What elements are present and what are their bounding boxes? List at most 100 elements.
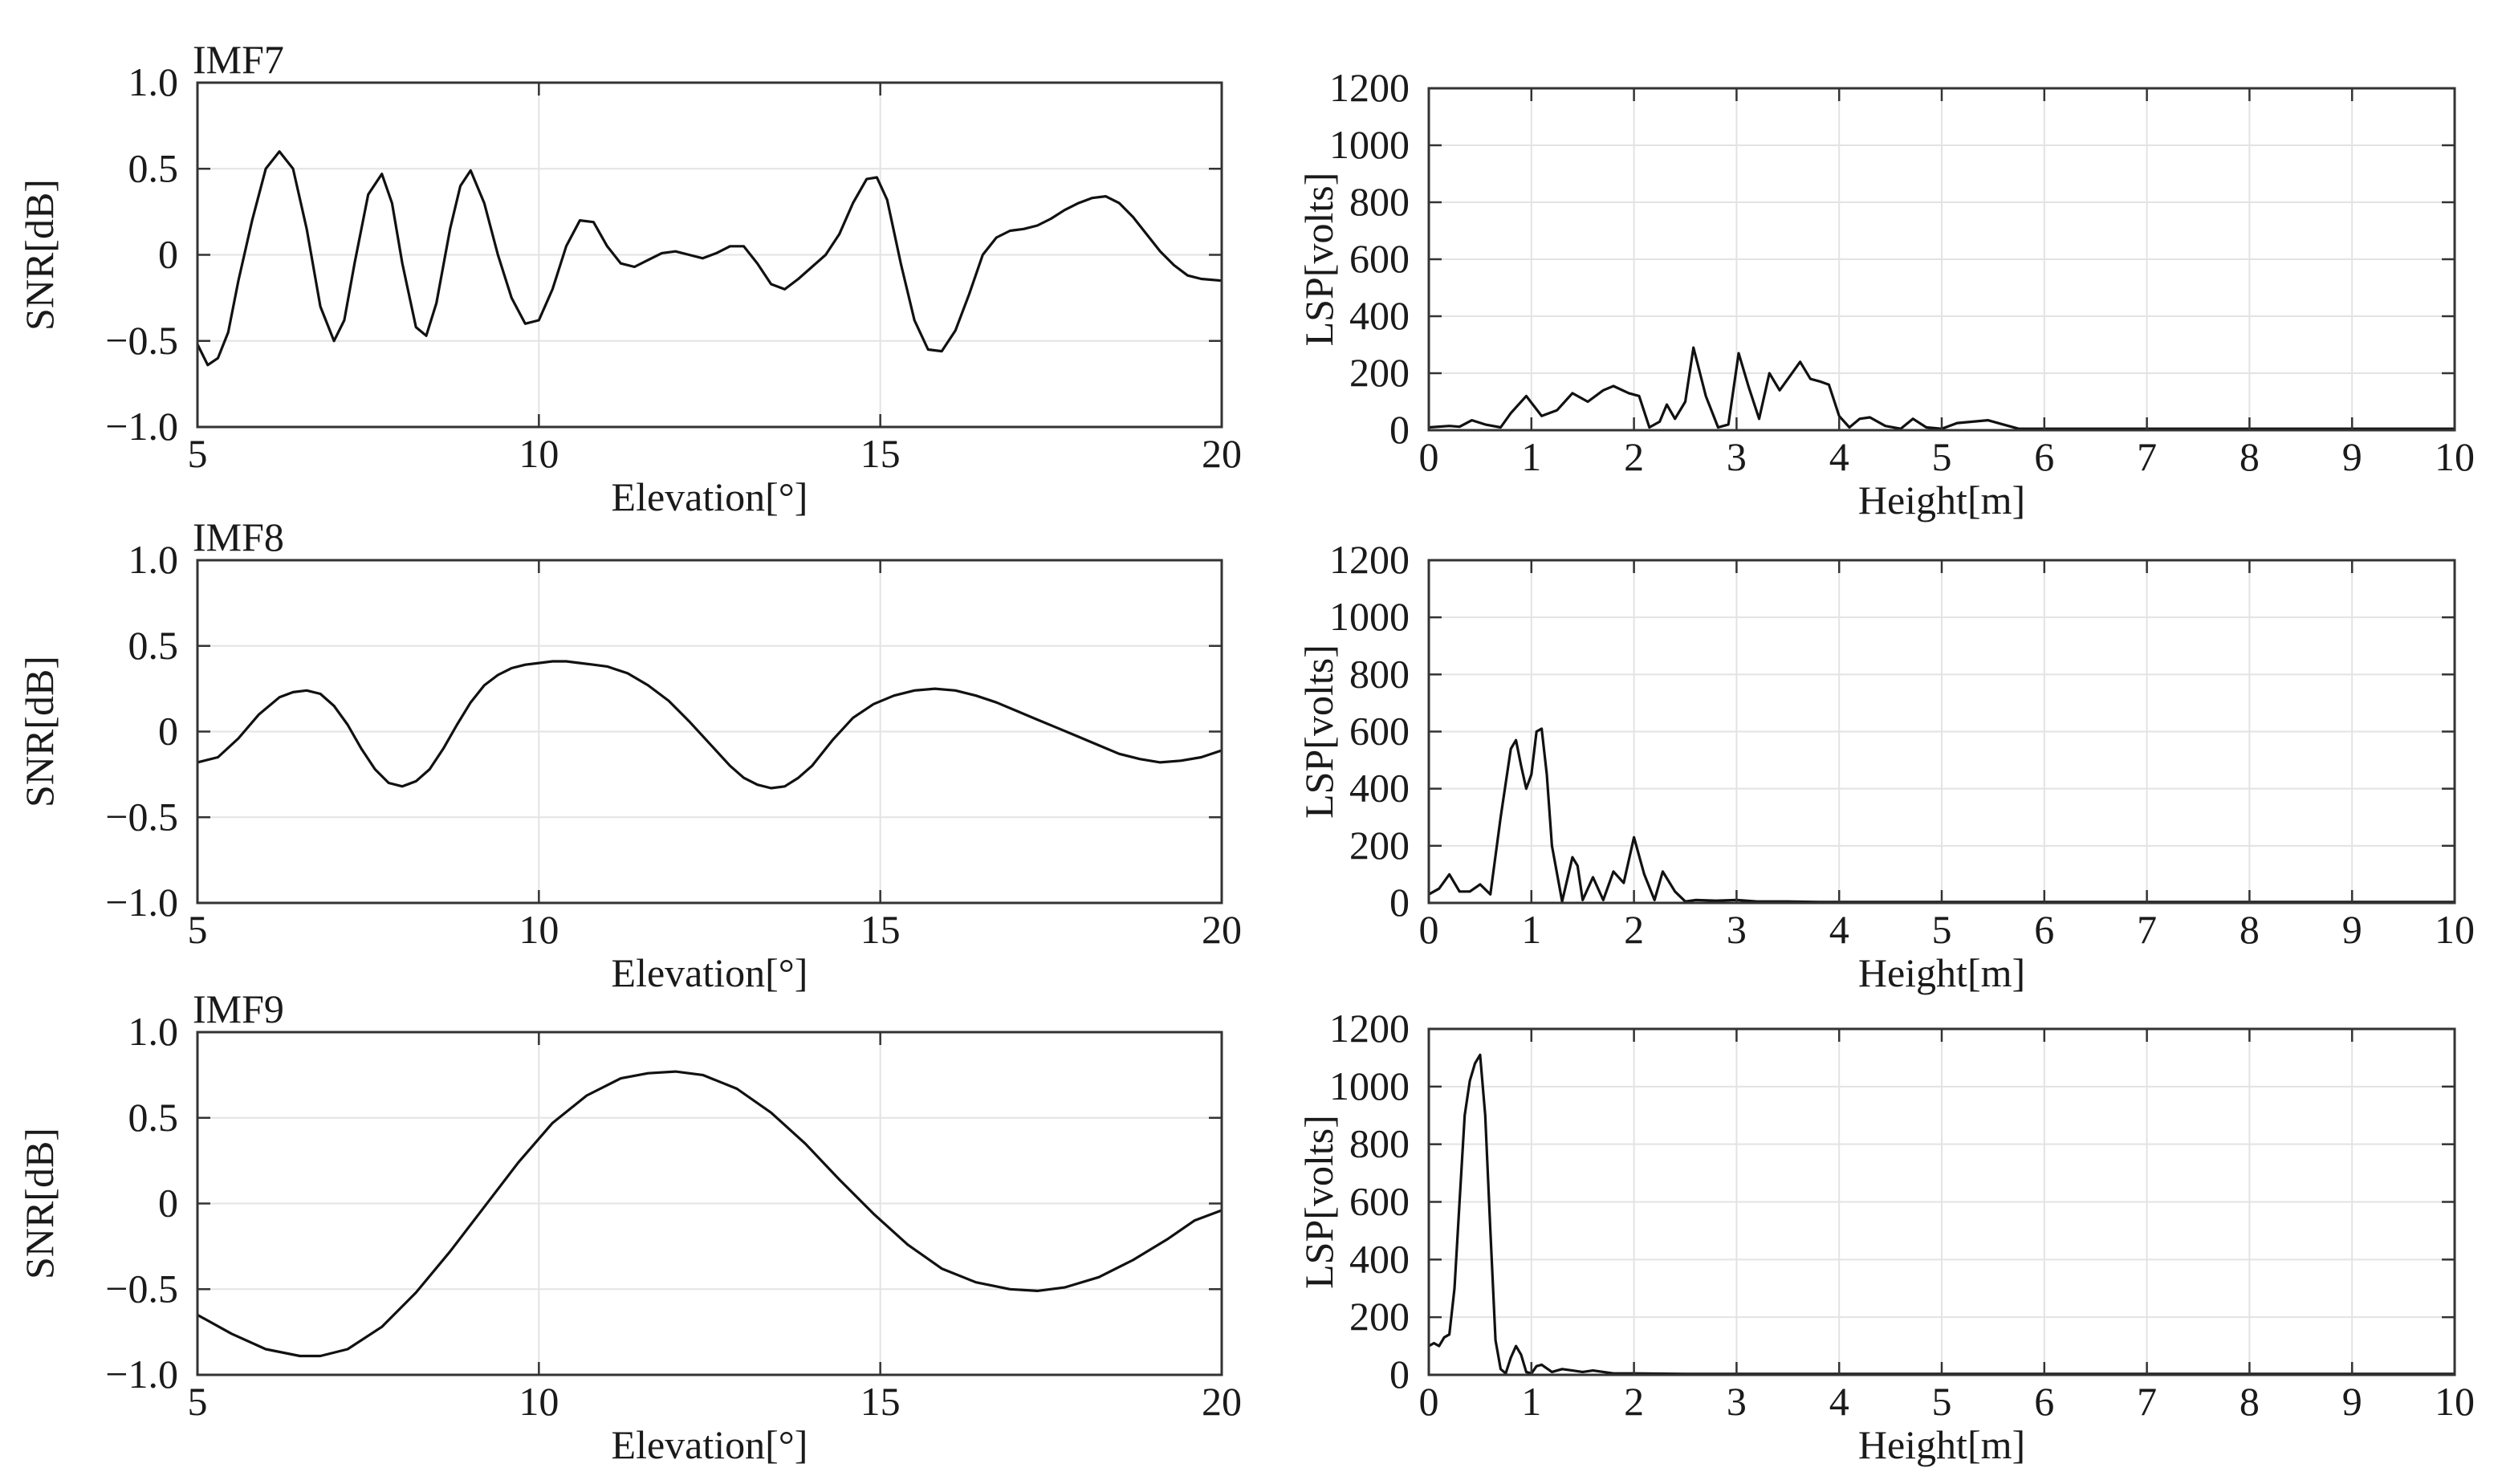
y-tick-label: 1200 — [1329, 65, 1410, 110]
y-tick-label: 400 — [1349, 293, 1410, 338]
chart-panel-1: 5 10 15 20 1.0 0.5 0 −0.5 −1.0 Elevation[°] SNR[dB… — [17, 37, 1242, 519]
x-tick-label: 20 — [1202, 907, 1242, 952]
x-tick-label: 5 — [188, 907, 208, 952]
y-axis-label: SNR[dB] — [17, 1128, 62, 1279]
y-tick-label: 200 — [1349, 823, 1410, 868]
x-tick-label: 6 — [2034, 434, 2054, 479]
x-tick-label: 2 — [1624, 434, 1644, 479]
y-tick-label: 1000 — [1329, 1063, 1410, 1108]
y-tick-label: −0.5 — [105, 1266, 178, 1311]
y-tick-label: 400 — [1349, 766, 1410, 811]
y-tick-label: −1.0 — [105, 880, 178, 925]
y-tick-label: 200 — [1349, 350, 1410, 395]
x-tick-label: 1 — [1521, 1379, 1541, 1424]
x-tick-label: 5 — [1932, 907, 1952, 952]
x-axis-label: Height[m] — [1858, 478, 2025, 522]
x-tick-label: 0 — [1419, 434, 1439, 479]
x-tick-label: 9 — [2342, 907, 2362, 952]
chart-panel-6: 0 1 2 3 4 5 6 7 8 9 10020040060080010001200Height[… — [1296, 1006, 2475, 1467]
x-tick-label: 0 — [1419, 907, 1439, 952]
x-tick-label: 3 — [1727, 907, 1747, 952]
y-tick-label: 1.0 — [128, 537, 179, 582]
chart-panel-2: 0 1 2 3 4 5 6 7 8 9 10020040060080010001200Height[… — [1296, 65, 2475, 522]
x-tick-label: 15 — [860, 431, 901, 476]
series-line-1 — [196, 150, 1223, 367]
y-tick-label: 1.0 — [128, 1009, 179, 1054]
y-tick-label: −0.5 — [105, 794, 178, 839]
y-tick-label: −1.0 — [105, 404, 178, 449]
x-tick-label: 10 — [2435, 907, 2475, 952]
y-axis-label: SNR[dB] — [17, 179, 62, 331]
x-tick-label: 6 — [2034, 1379, 2054, 1424]
x-tick-label: 3 — [1727, 1379, 1747, 1424]
y-tick-label: 0 — [1389, 880, 1410, 925]
x-tick-label: 2 — [1624, 907, 1644, 952]
chart-panel-5: 5 10 15 20 1.0 0.5 0 −0.5 −1.0 Elevation[°] SNR[dB… — [17, 986, 1242, 1467]
y-tick-label: 0 — [158, 709, 178, 754]
series-line-1 — [1428, 346, 2455, 430]
x-tick-label: 7 — [2137, 907, 2157, 952]
y-axis-label: LSP[volts] — [1296, 173, 1341, 347]
y-tick-label: 0.5 — [128, 145, 179, 190]
y-tick-label: −1.0 — [105, 1352, 178, 1397]
x-tick-label: 4 — [1829, 907, 1849, 952]
y-tick-label: 800 — [1349, 1121, 1410, 1166]
series-line-1 — [197, 660, 1223, 790]
y-tick-label: 0 — [1389, 407, 1410, 452]
x-tick-label: 9 — [2342, 1379, 2362, 1424]
x-tick-label: 4 — [1829, 1379, 1849, 1424]
x-tick-label: 10 — [2435, 1379, 2475, 1424]
x-tick-label: 10 — [2435, 434, 2475, 479]
x-axis-label: Elevation[°] — [612, 950, 808, 995]
x-tick-label: 8 — [2240, 434, 2260, 479]
y-tick-label: 0 — [1389, 1352, 1410, 1397]
y-tick-label: 0 — [158, 232, 178, 277]
series-line-1 — [197, 1070, 1223, 1358]
panel-title: IMF7 — [193, 37, 284, 82]
x-axis-label: Elevation[°] — [612, 474, 808, 519]
x-tick-label: 8 — [2240, 1379, 2260, 1424]
x-tick-label: 3 — [1727, 434, 1747, 479]
x-tick-label: 0 — [1419, 1379, 1439, 1424]
x-tick-label: 5 — [188, 1379, 208, 1424]
x-tick-label: 9 — [2342, 434, 2362, 479]
x-tick-label: 6 — [2034, 907, 2054, 952]
y-tick-label: 200 — [1349, 1294, 1410, 1339]
y-tick-label: 800 — [1349, 179, 1410, 224]
x-tick-label: 1 — [1521, 907, 1541, 952]
y-tick-label: 1200 — [1329, 1006, 1410, 1051]
x-tick-label: 20 — [1202, 431, 1242, 476]
y-tick-label: 1200 — [1329, 537, 1410, 582]
y-tick-label: 600 — [1349, 1179, 1410, 1224]
x-tick-label: 4 — [1829, 434, 1849, 479]
x-axis-label: Elevation[°] — [612, 1422, 808, 1467]
x-tick-label: 5 — [1932, 434, 1952, 479]
x-tick-label: 7 — [2137, 1379, 2157, 1424]
panel-title: IMF9 — [193, 986, 284, 1031]
y-tick-label: 600 — [1349, 709, 1410, 754]
y-tick-label: 400 — [1349, 1236, 1410, 1281]
y-tick-label: 600 — [1349, 236, 1410, 281]
x-tick-label: 1 — [1521, 434, 1541, 479]
y-axis-label: LSP[volts] — [1296, 1115, 1341, 1289]
x-tick-label: 15 — [860, 907, 901, 952]
x-tick-label: 15 — [860, 1379, 901, 1424]
y-tick-label: 800 — [1349, 651, 1410, 696]
x-tick-label: 10 — [519, 907, 559, 952]
y-axis-label: LSP[volts] — [1296, 644, 1341, 819]
x-tick-label: 8 — [2240, 907, 2260, 952]
y-tick-label: 1.0 — [128, 59, 179, 104]
y-tick-label: −0.5 — [105, 318, 178, 363]
x-tick-label: 7 — [2137, 434, 2157, 479]
chart-panel-4: 0 1 2 3 4 5 6 7 8 9 10020040060080010001200Height[… — [1296, 537, 2475, 995]
y-tick-label: 0.5 — [128, 1095, 179, 1140]
x-axis-label: Height[m] — [1858, 1422, 2025, 1467]
y-tick-label: 0 — [158, 1181, 178, 1226]
x-tick-label: 5 — [188, 431, 208, 476]
y-tick-label: 1000 — [1329, 594, 1410, 639]
panel-title: IMF8 — [193, 514, 284, 559]
y-tick-label: 1000 — [1329, 122, 1410, 167]
x-tick-label: 5 — [1932, 1379, 1952, 1424]
x-tick-label: 10 — [519, 431, 559, 476]
y-tick-label: 0.5 — [128, 623, 179, 668]
